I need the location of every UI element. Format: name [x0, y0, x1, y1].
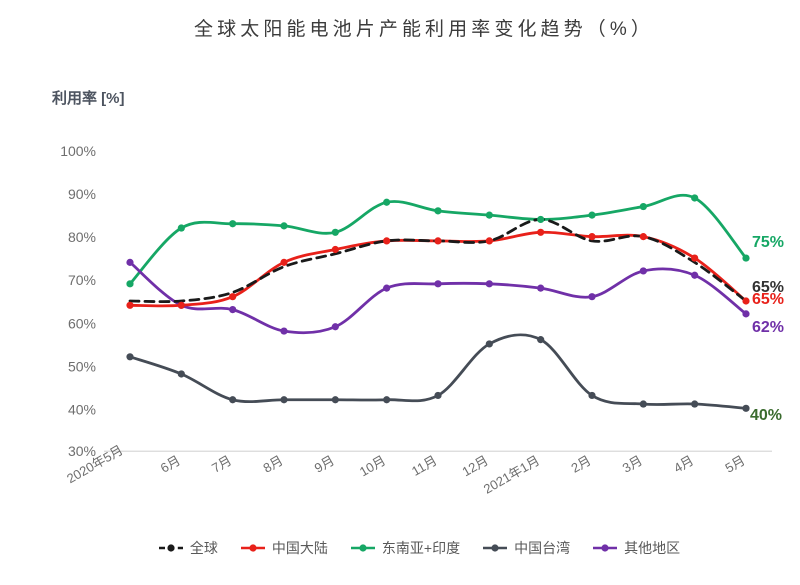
svg-text:40%: 40% [750, 407, 782, 424]
svg-text:7月: 7月 [209, 453, 234, 476]
svg-text:60%: 60% [68, 315, 96, 331]
svg-text:2021年1月: 2021年1月 [481, 453, 542, 497]
svg-text:3月: 3月 [620, 453, 645, 476]
svg-text:12月: 12月 [460, 453, 491, 480]
svg-text:65%: 65% [752, 291, 784, 308]
svg-text:80%: 80% [68, 229, 96, 245]
svg-text:5月: 5月 [722, 453, 747, 476]
svg-text:75%: 75% [752, 234, 784, 251]
svg-text:4月: 4月 [671, 453, 696, 476]
svg-text:70%: 70% [68, 272, 96, 288]
svg-text:40%: 40% [68, 402, 96, 418]
svg-text:8月: 8月 [260, 453, 285, 476]
svg-text:2月: 2月 [568, 453, 593, 476]
svg-text:11月: 11月 [409, 453, 439, 479]
svg-text:6月: 6月 [158, 453, 183, 476]
svg-text:90%: 90% [68, 186, 96, 202]
svg-text:50%: 50% [68, 358, 96, 374]
svg-text:9月: 9月 [312, 453, 337, 476]
svg-text:62%: 62% [752, 319, 784, 336]
svg-text:100%: 100% [60, 143, 96, 159]
svg-text:10月: 10月 [357, 453, 388, 480]
